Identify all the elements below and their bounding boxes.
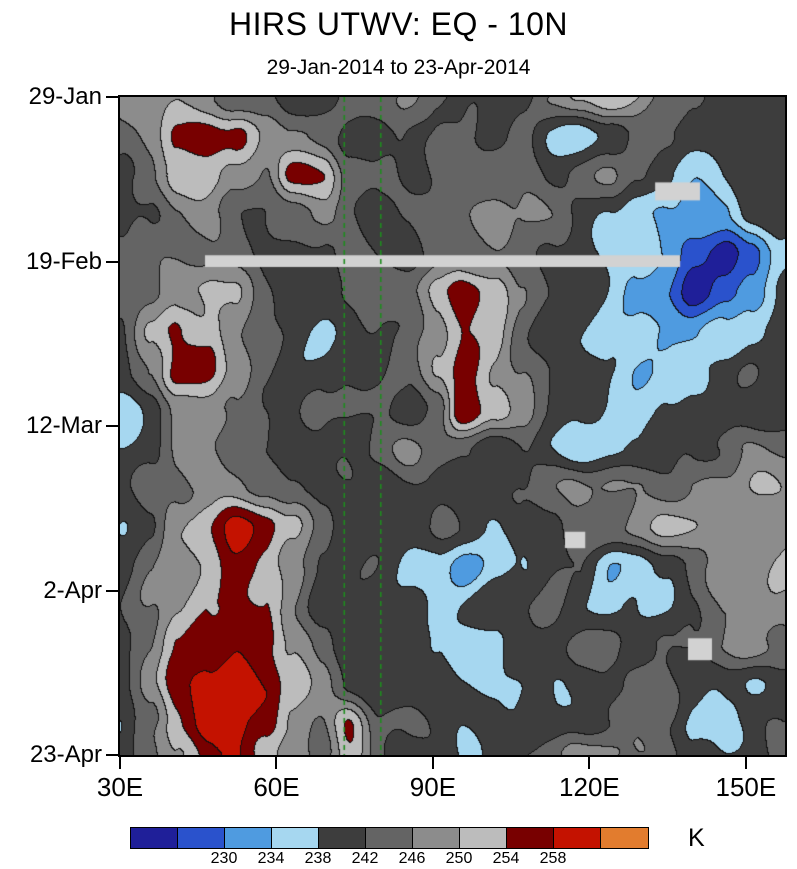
colorbar-tick-label: 234: [257, 850, 285, 867]
colorbar-tick-label: 258: [539, 850, 567, 867]
x-axis-tick: [431, 757, 434, 769]
colorbar-tick-label: 250: [445, 850, 473, 867]
chart-title: HIRS UTWV: EQ - 10N: [228, 6, 568, 42]
colorbar-tick-label: 254: [492, 850, 520, 867]
x-axis-tick-label: 150E: [715, 772, 777, 802]
chart-subtitle: 29-Jan-2014 to 23-Apr-2014: [266, 56, 531, 79]
x-axis-tick: [744, 757, 747, 769]
x-axis-tick: [588, 757, 591, 769]
y-axis-tick-label: 12-Mar: [25, 412, 102, 439]
y-axis-tick: [106, 96, 118, 98]
y-axis-tick: [106, 260, 118, 263]
x-axis-tick-label: 90E: [409, 772, 457, 802]
x-axis-tick-label: 30E: [96, 772, 144, 802]
x-axis-tick: [119, 757, 121, 769]
plot-area: [118, 95, 787, 757]
x-axis-tick: [275, 757, 278, 769]
colorbar-cell: [554, 828, 601, 848]
colorbar-cell: [460, 828, 507, 848]
colorbar-tick-label: 238: [304, 850, 332, 867]
colorbar-cell: [272, 828, 319, 848]
y-axis-tick: [106, 754, 118, 756]
colorbar-cell: [225, 828, 272, 848]
colorbar-cell: [366, 828, 413, 848]
y-axis-tick-label: 29-Jan: [28, 83, 102, 110]
y-axis-tick: [106, 589, 118, 592]
colorbar: [130, 827, 649, 849]
colorbar-unit-label: K: [688, 824, 705, 852]
x-axis-tick-label: 60E: [253, 772, 300, 802]
colorbar-cell: [178, 828, 225, 848]
colorbar-cell: [601, 828, 648, 848]
colorbar-cell: [413, 828, 460, 848]
x-axis-tick-label: 120E: [559, 772, 620, 802]
y-axis-tick: [106, 425, 118, 427]
y-axis-tick-label: 23-Apr: [29, 741, 102, 768]
y-axis-tick-label: 19-Feb: [25, 247, 102, 275]
hovmoller-heatmap-canvas: [120, 97, 785, 755]
colorbar-tick-label: 242: [351, 850, 379, 867]
colorbar-cell: [507, 828, 554, 848]
colorbar-tick-label: 230: [210, 850, 238, 867]
y-axis-tick-label: 2-Apr: [43, 576, 102, 604]
colorbar-cell: [131, 828, 178, 848]
colorbar-tick-label: 246: [398, 850, 426, 867]
colorbar-cell: [319, 828, 366, 848]
